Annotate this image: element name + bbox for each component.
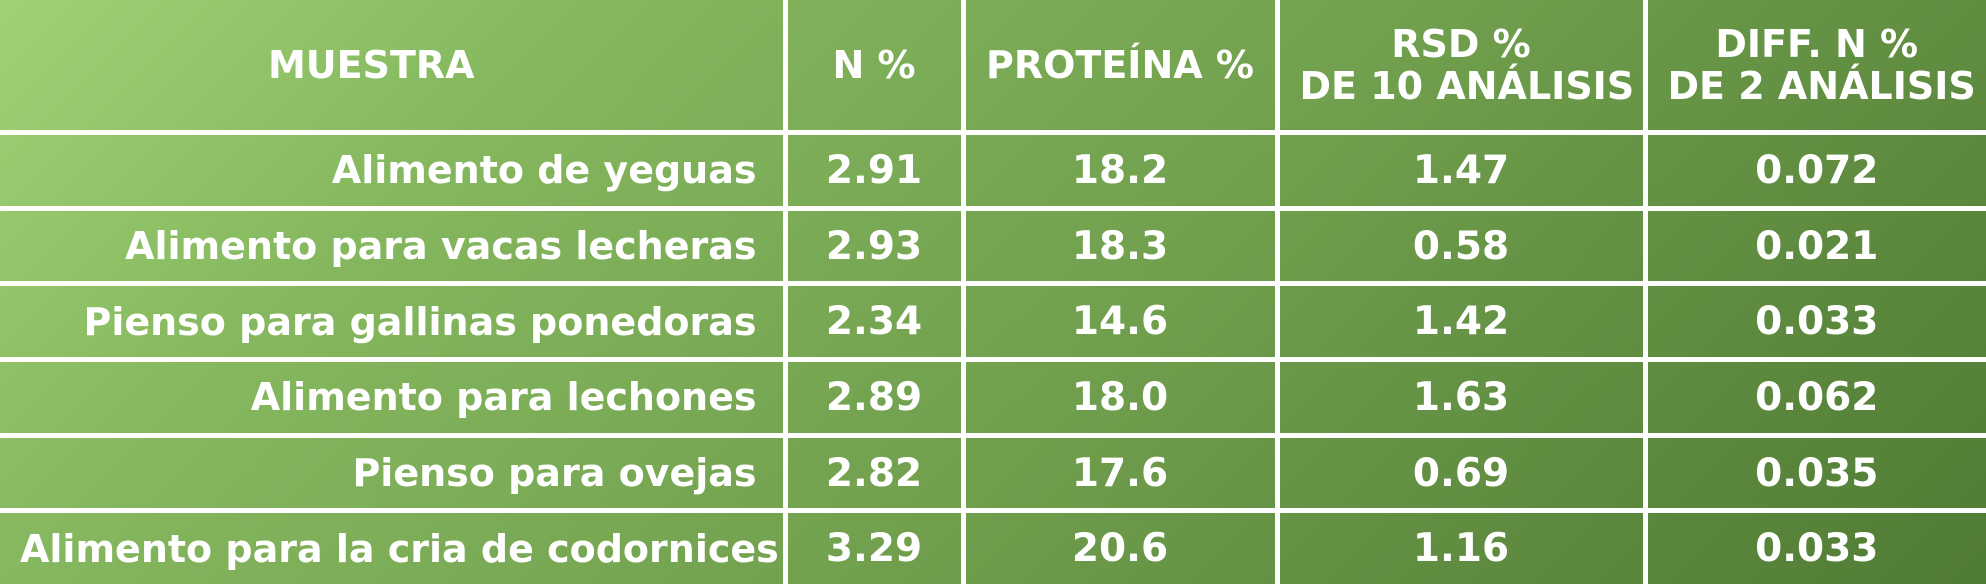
table-row: Alimento de yeguas 2.91 18.2 1.47 0.072 — [0, 130, 1986, 211]
cell-rsd: 1.16 — [1274, 508, 1648, 584]
cell-muestra: Pienso para ovejas — [0, 432, 788, 514]
header-n-percent: N % — [782, 0, 966, 135]
cell-n: 2.93 — [782, 205, 966, 287]
header-row: MUESTRA N % PROTEÍNA % RSD % DE 10 ANÁLI… — [0, 0, 1986, 135]
cell-diff: 0.033 — [1642, 281, 1986, 363]
table-row: Pienso para ovejas 2.82 17.6 0.69 0.035 — [0, 432, 1986, 514]
cell-diff: 0.021 — [1642, 205, 1986, 287]
header-rsd: RSD % DE 10 ANÁLISIS — [1274, 0, 1648, 135]
table-row: Alimento para lechones 2.89 18.0 1.63 0.… — [0, 357, 1986, 438]
cell-diff: 0.033 — [1642, 508, 1986, 584]
cell-n: 2.91 — [782, 130, 966, 211]
table-row: Alimento para vacas lecheras 2.93 18.3 0… — [0, 205, 1986, 287]
cell-rsd: 0.58 — [1274, 205, 1648, 287]
cell-rsd: 1.42 — [1274, 281, 1648, 363]
cell-rsd: 1.47 — [1274, 130, 1648, 211]
cell-proteina: 20.6 — [960, 508, 1280, 584]
cell-rsd: 1.63 — [1274, 357, 1648, 438]
cell-n: 2.89 — [782, 357, 966, 438]
header-proteina-percent: PROTEÍNA % — [960, 0, 1280, 135]
cell-diff: 0.035 — [1642, 432, 1986, 514]
cell-diff: 0.062 — [1642, 357, 1986, 438]
cell-n: 2.34 — [782, 281, 966, 363]
cell-muestra: Alimento para vacas lecheras — [0, 205, 788, 287]
cell-muestra: Alimento para lechones — [0, 357, 788, 438]
cell-muestra: Alimento para la cria de codornices — [0, 508, 788, 584]
cell-proteina: 18.0 — [960, 357, 1280, 438]
cell-muestra: Pienso para gallinas ponedoras — [0, 281, 788, 363]
cell-proteina: 18.3 — [960, 205, 1280, 287]
cell-diff: 0.072 — [1642, 130, 1986, 211]
header-muestra: MUESTRA — [0, 0, 788, 135]
cell-proteina: 18.2 — [960, 130, 1280, 211]
cell-rsd: 0.69 — [1274, 432, 1648, 514]
cell-n: 2.82 — [782, 432, 966, 514]
table-row: Pienso para gallinas ponedoras 2.34 14.6… — [0, 281, 1986, 363]
cell-n: 3.29 — [782, 508, 966, 584]
table-row: Alimento para la cria de codornices 3.29… — [0, 508, 1986, 584]
header-diff: DIFF. N % DE 2 ANÁLISIS — [1642, 0, 1986, 135]
cell-proteina: 14.6 — [960, 281, 1280, 363]
cell-muestra: Alimento de yeguas — [0, 130, 788, 211]
cell-proteina: 17.6 — [960, 432, 1280, 514]
